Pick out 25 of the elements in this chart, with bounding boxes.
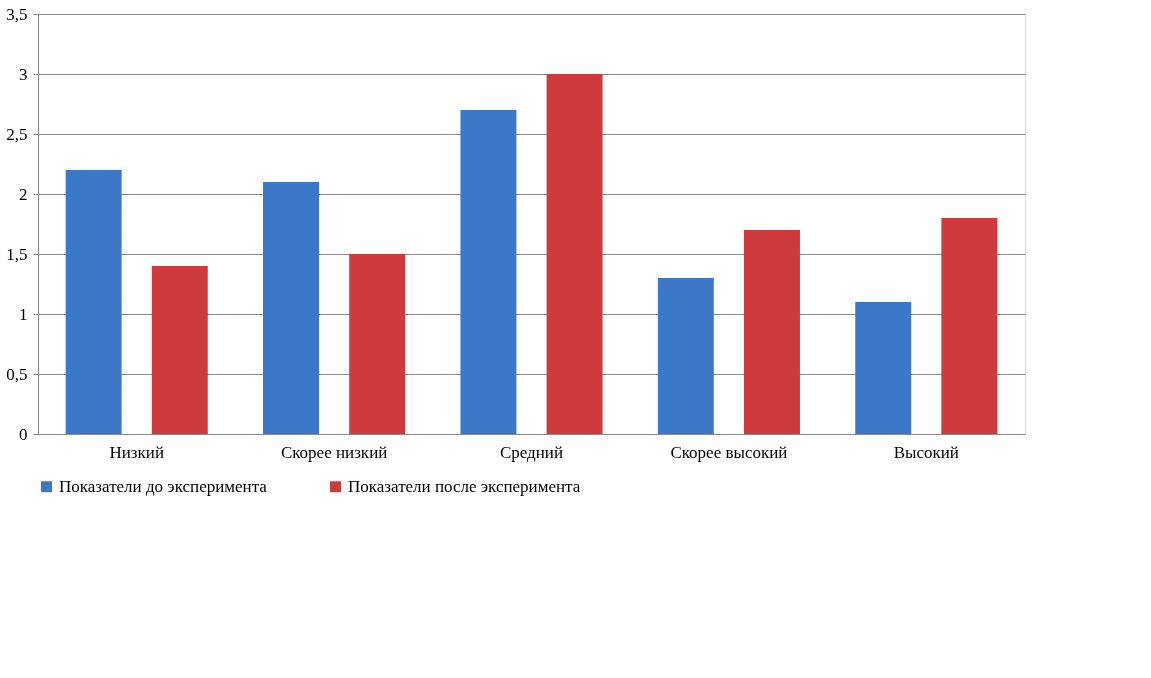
y-tick-label: 3,5 xyxy=(6,4,28,24)
y-tick-label: 1,5 xyxy=(6,244,28,264)
bar xyxy=(657,278,714,434)
x-tick-label: Средний xyxy=(499,442,564,462)
y-tick-label: 0 xyxy=(19,424,28,444)
bar xyxy=(546,74,603,434)
y-tick-label: 2,5 xyxy=(6,124,28,144)
x-tick-label: Низкий xyxy=(109,442,164,462)
bar xyxy=(460,110,517,434)
bar xyxy=(349,254,406,434)
x-tick-label: Скорее высокий xyxy=(670,442,788,462)
bar xyxy=(151,266,208,434)
bar xyxy=(941,218,998,434)
y-tick-label: 2 xyxy=(19,184,28,204)
bar xyxy=(263,182,320,434)
legend-label: Показатели до эксперимента xyxy=(59,476,268,496)
y-tick-label: 3 xyxy=(19,64,28,84)
y-tick-label: 0,5 xyxy=(6,364,28,384)
x-tick-label: Скорее низкий xyxy=(280,442,388,462)
bar xyxy=(65,170,122,434)
x-tick-label: Высокий xyxy=(893,442,959,462)
y-tick-label: 1 xyxy=(19,304,28,324)
legend-label: Показатели после эксперимента xyxy=(348,476,581,496)
bar xyxy=(855,302,912,434)
bar xyxy=(743,230,800,434)
